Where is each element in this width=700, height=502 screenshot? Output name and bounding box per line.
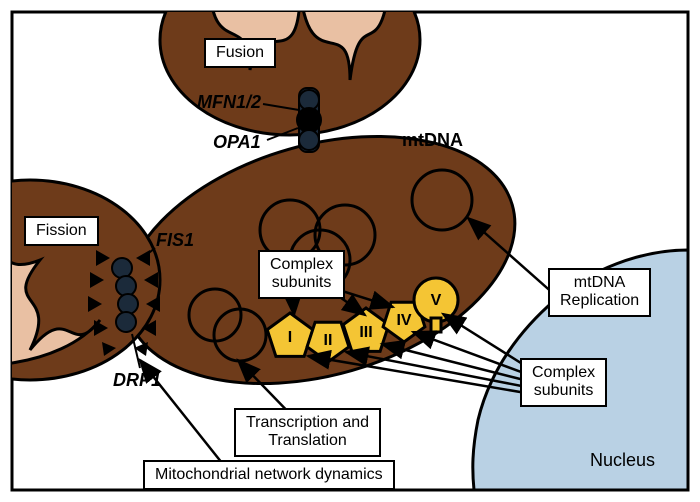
label-mtdna-rep-l2: Replication [560,292,639,309]
svg-text:II: II [324,332,333,349]
label-dynamics: Mitochondrial network dynamics [143,460,395,490]
label-complex-small: Complex subunits [258,250,345,299]
label-fis1: FIS1 [156,230,194,251]
label-mtdna: mtDNA [402,130,463,151]
label-complex-small-l1: Complex [270,256,333,273]
label-transcription-l1: Transcription and [246,414,369,431]
label-fission: Fission [24,216,99,246]
label-complex-big-l1: Complex [532,364,595,381]
label-mtdna-rep-l1: mtDNA [574,274,626,291]
label-mfn: MFN1/2 [197,92,261,113]
label-nucleus: Nucleus [590,450,655,471]
label-opa1: OPA1 [213,132,261,153]
svg-text:III: III [359,324,372,341]
label-complex-small-l2: subunits [272,274,332,291]
label-drp1: DRP1 [113,370,161,391]
label-mtdna-replication: mtDNA Replication [548,268,651,317]
label-transcription-l2: Translation [268,432,347,449]
label-transcription: Transcription and Translation [234,408,381,457]
label-complex-big-l2: subunits [534,382,594,399]
svg-text:IV: IV [396,312,411,329]
label-complex-big: Complex subunits [520,358,607,407]
svg-text:I: I [288,329,292,346]
fusion-junction [297,88,321,152]
label-fusion: Fusion [204,38,276,68]
diagram-stage: IIIIIIIVV Fusion Fission MFN1/2 OPA1 FIS… [0,0,700,502]
svg-text:V: V [431,292,442,309]
